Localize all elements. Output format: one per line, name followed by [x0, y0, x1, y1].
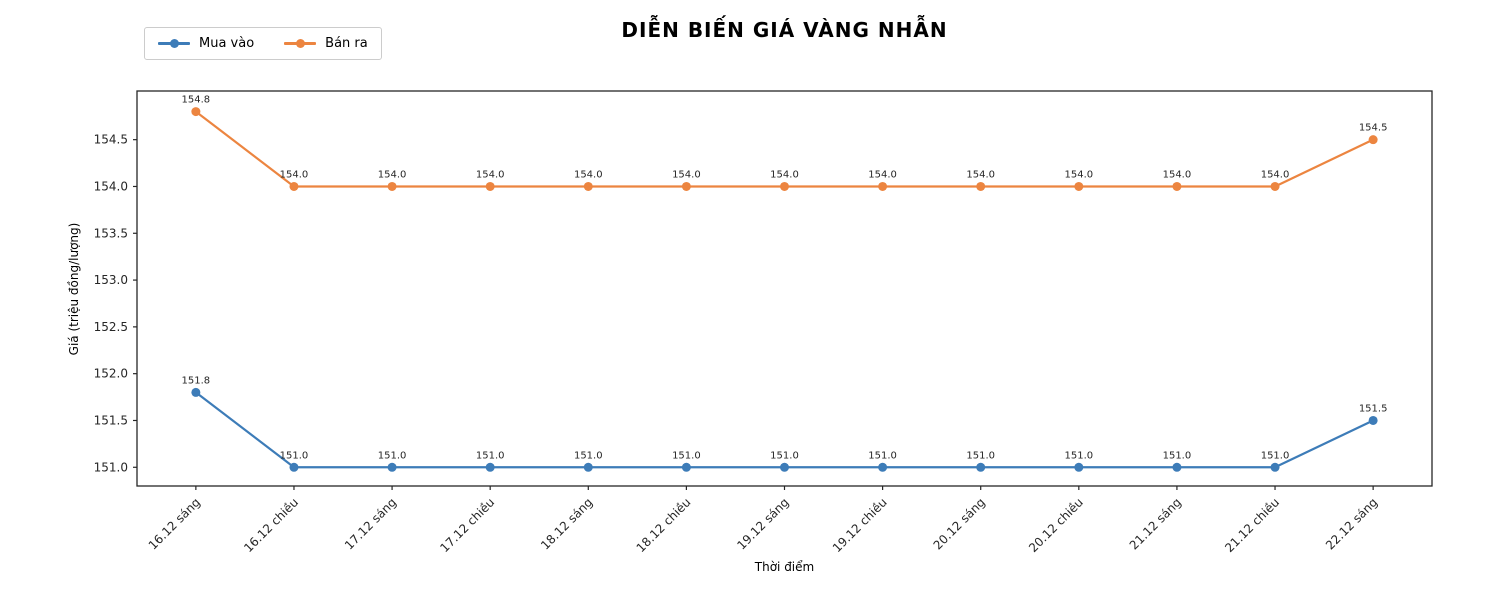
data-point [1172, 181, 1182, 191]
point-label: 151.8 [182, 375, 211, 386]
x-tick-label: 17.12 chiều [437, 495, 497, 555]
data-point [191, 387, 201, 397]
point-label: 151.0 [280, 450, 309, 461]
x-axis-ticks: 16.12 sáng 16.12 chiều 17.12 sáng 17.12 chi… [146, 486, 1380, 555]
data-point [1074, 181, 1084, 191]
data-point [289, 462, 299, 472]
data-point [191, 107, 201, 117]
legend-label-ban-ra: Bán ra [325, 36, 368, 51]
data-point [583, 181, 593, 191]
y-axis-ticks: 151.0 151.5 152.0 152.5 153.0 153.5 154.0 154.5 [94, 133, 137, 474]
y-tick-label: 151.0 [94, 460, 128, 474]
x-tick-label: 21.12 chiều [1222, 495, 1282, 555]
data-point [976, 181, 986, 191]
data-point [780, 181, 789, 191]
point-label: 151.0 [868, 450, 897, 461]
point-label: 151.0 [476, 450, 505, 461]
point-label: 154.0 [1163, 169, 1192, 180]
x-tick-label: 18.12 chiều [634, 495, 694, 555]
axes-frame [136, 90, 1433, 487]
legend: Mua vào Bán ra [144, 27, 382, 60]
data-point [1270, 181, 1280, 191]
point-label: 151.0 [1261, 450, 1290, 461]
data-point [1172, 462, 1182, 472]
x-tick-label: 19.12 chiều [830, 495, 890, 555]
data-point [387, 181, 397, 191]
point-label: 154.0 [1261, 169, 1290, 180]
data-point [780, 462, 789, 472]
data-point [1270, 462, 1280, 472]
x-tick-label: 17.12 sáng [342, 495, 399, 552]
point-label: 151.0 [378, 450, 407, 461]
y-tick-label: 152.5 [94, 320, 128, 334]
series-mua-vao: 151.8 151.0 151.0 151.0 151.0 151.0 151.0 151.0… [182, 375, 1388, 472]
data-point [878, 462, 888, 472]
data-point [485, 181, 495, 191]
x-tick-label: 16.12 chiều [241, 495, 301, 555]
point-label: 154.0 [770, 169, 799, 180]
point-label: 154.0 [574, 169, 603, 180]
data-point [1368, 415, 1378, 425]
data-point [681, 181, 691, 191]
legend-dot [169, 39, 179, 48]
chart-title: DIỄN BIẾN GIÁ VÀNG NHẪN [621, 18, 948, 42]
data-point [1368, 135, 1378, 145]
x-tick-label: 22.12 sáng [1323, 495, 1380, 552]
point-label: 151.0 [770, 450, 799, 461]
y-tick-label: 151.5 [94, 413, 128, 427]
x-tick-label: 20.12 chiều [1026, 495, 1086, 555]
data-point [387, 462, 397, 472]
data-point [289, 181, 299, 191]
y-tick-label: 154.0 [94, 179, 128, 193]
x-axis-label: Thời điểm [754, 560, 815, 574]
point-label: 151.0 [1064, 450, 1093, 461]
point-label: 154.0 [476, 169, 505, 180]
y-axis-label: Giá (triệu đồng/lượng) [67, 222, 81, 356]
x-tick-label: 18.12 sáng [538, 495, 595, 552]
y-tick-label: 153.5 [94, 226, 128, 240]
legend-item-mua-vao: Mua vào [158, 36, 254, 51]
point-label: 151.0 [672, 450, 701, 461]
x-tick-label: 20.12 sáng [931, 495, 988, 552]
point-label: 151.0 [1163, 450, 1192, 461]
y-tick-label: 153.0 [94, 273, 128, 287]
legend-item-ban-ra: Bán ra [284, 36, 368, 51]
data-point [583, 462, 593, 472]
point-label: 154.8 [182, 95, 211, 106]
legend-line-marker-icon [284, 39, 317, 49]
data-point [976, 462, 986, 472]
data-point [681, 462, 691, 472]
point-label: 151.0 [966, 450, 995, 461]
point-label: 151.0 [574, 450, 603, 461]
x-tick-label: 21.12 sáng [1127, 495, 1184, 552]
point-label: 154.0 [280, 169, 309, 180]
x-tick-label: 16.12 sáng [146, 495, 203, 552]
point-label: 154.5 [1359, 123, 1388, 134]
legend-dot [295, 39, 305, 48]
point-label: 154.0 [868, 169, 897, 180]
legend-label-mua-vao: Mua vào [199, 36, 255, 51]
legend-line-marker-icon [158, 39, 190, 49]
point-label: 151.5 [1359, 403, 1388, 414]
series-ban-ra: 154.8 154.0 154.0 154.0 154.0 154.0 154.0 154.0… [182, 95, 1388, 191]
point-label: 154.0 [378, 169, 407, 180]
x-tick-label: 19.12 sáng [734, 495, 791, 552]
y-tick-label: 152.0 [94, 367, 128, 381]
data-point [1074, 462, 1084, 472]
data-point [485, 462, 495, 472]
y-tick-label: 154.5 [94, 133, 128, 147]
point-label: 154.0 [1064, 169, 1093, 180]
point-label: 154.0 [966, 169, 995, 180]
point-label: 154.0 [672, 169, 701, 180]
data-point [878, 181, 888, 191]
